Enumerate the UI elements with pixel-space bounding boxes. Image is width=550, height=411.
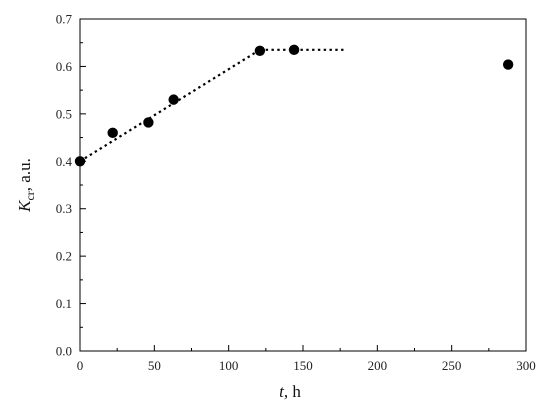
- y-tick-label: 0.5: [56, 106, 72, 121]
- y-tick-label: 0.1: [56, 296, 72, 311]
- axes: [79, 18, 527, 352]
- x-tick-label: 150: [293, 358, 313, 373]
- data-point: [107, 127, 118, 139]
- data-point: [74, 156, 86, 167]
- trend-lines: [79, 48, 345, 163]
- x-axis-symbol: t: [279, 382, 285, 401]
- data-point: [143, 117, 154, 128]
- x-tick-label: 0: [77, 358, 84, 373]
- x-axis-title: t, h: [279, 382, 301, 401]
- x-tick-label: 300: [516, 358, 536, 373]
- x-axis-unit: , h: [284, 382, 302, 401]
- y-axis-title: Kcr, a.u.: [15, 158, 37, 213]
- plot-frame: [79, 18, 527, 352]
- ticks: [79, 18, 527, 352]
- data-point: [254, 45, 266, 56]
- y-tick-label: 0.2: [56, 249, 72, 264]
- data-point: [502, 59, 514, 70]
- y-tick-label: 0.0: [56, 344, 72, 359]
- y-axis-subscript: cr: [23, 191, 37, 200]
- x-tick-label: 250: [442, 358, 462, 373]
- data-points: [74, 44, 514, 167]
- x-tick-label: 100: [219, 358, 239, 373]
- data-point: [168, 94, 179, 105]
- y-tick-label: 0.4: [56, 154, 73, 169]
- x-tick-label: 200: [368, 358, 388, 373]
- tick-labels: 0 50 100 150 200 250 300 0.0 0.1 0.2 0.3 0.4 0.5 0.6 0…: [56, 12, 536, 374]
- trend-line: [79, 48, 261, 163]
- y-tick-label: 0.3: [56, 201, 72, 216]
- y-tick-label: 0.6: [56, 59, 73, 74]
- y-tick-label: 0.7: [56, 12, 73, 27]
- y-axis-unit: , a.u.: [15, 158, 34, 191]
- data-point: [288, 44, 300, 56]
- x-tick-label: 50: [148, 358, 161, 373]
- y-axis-symbol: K: [15, 199, 34, 213]
